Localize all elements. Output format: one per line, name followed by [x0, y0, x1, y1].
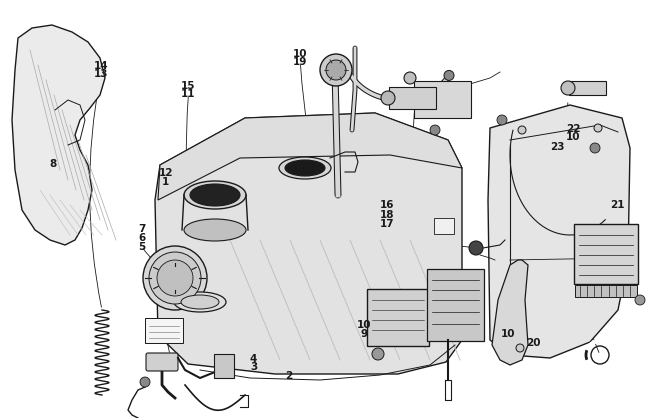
Circle shape — [372, 348, 384, 360]
Circle shape — [157, 260, 193, 296]
Text: 4: 4 — [250, 354, 257, 364]
Circle shape — [594, 124, 602, 132]
FancyBboxPatch shape — [146, 353, 178, 371]
Text: 11: 11 — [181, 89, 196, 99]
FancyBboxPatch shape — [434, 218, 454, 234]
Circle shape — [143, 246, 207, 310]
FancyBboxPatch shape — [574, 224, 638, 284]
Text: 18: 18 — [380, 210, 394, 220]
FancyBboxPatch shape — [145, 318, 183, 343]
Text: 10: 10 — [501, 329, 515, 339]
Circle shape — [381, 91, 395, 105]
Text: 10: 10 — [357, 320, 371, 330]
Text: 19: 19 — [293, 57, 307, 67]
Ellipse shape — [285, 160, 325, 176]
FancyBboxPatch shape — [575, 285, 637, 297]
Circle shape — [320, 54, 352, 86]
Circle shape — [518, 126, 526, 134]
Text: 10: 10 — [566, 132, 580, 142]
Circle shape — [326, 60, 346, 80]
Ellipse shape — [279, 157, 331, 179]
Text: 15: 15 — [181, 81, 196, 91]
Ellipse shape — [181, 295, 219, 309]
Circle shape — [635, 295, 645, 305]
Circle shape — [561, 81, 575, 95]
Circle shape — [497, 115, 507, 125]
Polygon shape — [155, 113, 462, 374]
Text: 8: 8 — [49, 159, 57, 169]
Text: 13: 13 — [94, 69, 108, 79]
Circle shape — [590, 143, 600, 153]
Text: 14: 14 — [94, 61, 108, 71]
Text: 9: 9 — [361, 329, 367, 339]
Circle shape — [149, 252, 201, 304]
Text: 21: 21 — [610, 200, 625, 210]
Circle shape — [469, 241, 483, 255]
Polygon shape — [488, 105, 630, 358]
Text: 3: 3 — [250, 362, 257, 372]
Text: 12: 12 — [159, 168, 173, 178]
Ellipse shape — [190, 184, 240, 206]
Text: 6: 6 — [138, 233, 146, 243]
FancyBboxPatch shape — [367, 289, 429, 346]
Ellipse shape — [184, 219, 246, 241]
Circle shape — [444, 70, 454, 80]
FancyBboxPatch shape — [214, 354, 234, 378]
FancyBboxPatch shape — [389, 87, 436, 109]
Text: 1: 1 — [162, 177, 170, 187]
Text: 22: 22 — [566, 124, 580, 134]
Circle shape — [140, 377, 150, 387]
Text: 5: 5 — [138, 242, 146, 252]
Text: 2: 2 — [285, 371, 293, 381]
Text: 17: 17 — [380, 219, 394, 229]
Ellipse shape — [174, 292, 226, 312]
Text: 20: 20 — [526, 338, 540, 348]
FancyBboxPatch shape — [427, 269, 484, 341]
Circle shape — [430, 125, 440, 135]
Polygon shape — [492, 260, 528, 365]
Text: 23: 23 — [551, 142, 565, 152]
Text: 10: 10 — [293, 48, 307, 59]
Circle shape — [516, 344, 524, 352]
Polygon shape — [158, 113, 462, 200]
FancyBboxPatch shape — [569, 81, 606, 95]
Polygon shape — [12, 25, 105, 245]
Text: 7: 7 — [138, 224, 146, 234]
FancyBboxPatch shape — [414, 81, 471, 118]
Text: 16: 16 — [380, 200, 394, 210]
Circle shape — [404, 72, 416, 84]
Ellipse shape — [184, 181, 246, 209]
